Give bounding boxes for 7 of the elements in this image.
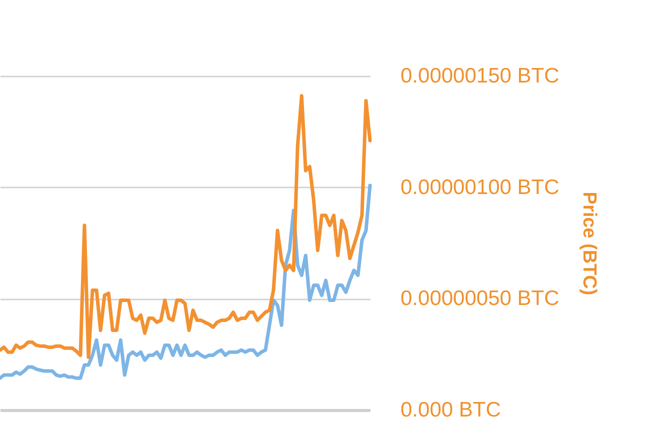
y-tick-label: 0.00000050 BTC: [400, 287, 560, 310]
y-tick-label: 0.00000100 BTC: [400, 176, 560, 199]
y-axis-title: Price (BTC): [578, 192, 600, 296]
line-series: [0, 184, 372, 380]
y-tick-label: 0.00000150 BTC: [400, 64, 560, 88]
line-series: [0, 94, 372, 359]
y-tick-label: 0.000 BTC: [400, 398, 501, 422]
